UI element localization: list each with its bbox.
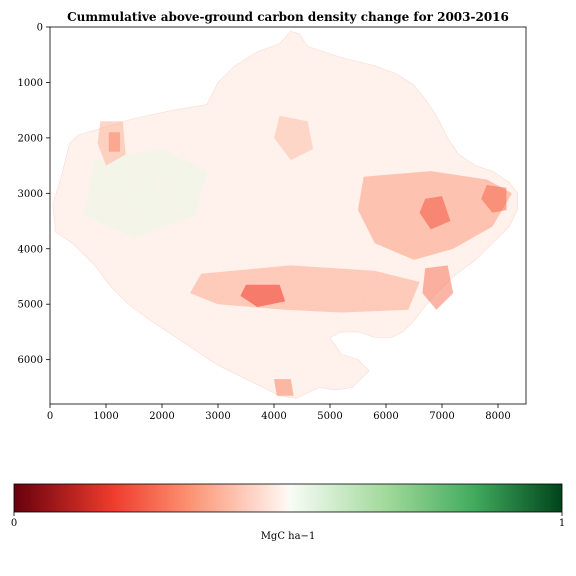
x-tick-label: 2000 [149, 411, 174, 422]
colorbar-tick-label: 0 [11, 518, 17, 529]
y-tick-label: 6000 [18, 355, 43, 366]
plot-frame [49, 26, 527, 405]
colorbar [13, 483, 563, 513]
chart-title: Cummulative above-ground carbon density … [67, 10, 509, 24]
texture-overlay [52, 31, 518, 399]
x-tick-label: 4000 [261, 411, 286, 422]
y-tick-label: 0 [37, 23, 43, 34]
colorbar-tick-label: 1 [559, 518, 565, 529]
y-tick-label: 1000 [18, 78, 43, 89]
colorbar-label: MgC ha−1 [261, 531, 316, 542]
y-tick-label: 4000 [18, 244, 43, 255]
x-tick-label: 1000 [93, 411, 118, 422]
y-tick-label: 2000 [18, 133, 43, 144]
x-tick-label: 7000 [429, 411, 454, 422]
x-tick-label: 5000 [317, 411, 342, 422]
x-tick-label: 8000 [485, 411, 510, 422]
x-tick-label: 3000 [205, 411, 230, 422]
x-axis: 0 1000 2000 3000 4000 5000 6000 7000 8000 [47, 404, 511, 422]
y-axis: 0 1000 2000 3000 4000 5000 6000 [18, 23, 50, 366]
plot-area [52, 31, 518, 399]
y-tick-label: 3000 [18, 189, 43, 200]
y-tick-label: 5000 [18, 300, 43, 311]
x-tick-label: 0 [47, 411, 53, 422]
x-tick-label: 6000 [373, 411, 398, 422]
